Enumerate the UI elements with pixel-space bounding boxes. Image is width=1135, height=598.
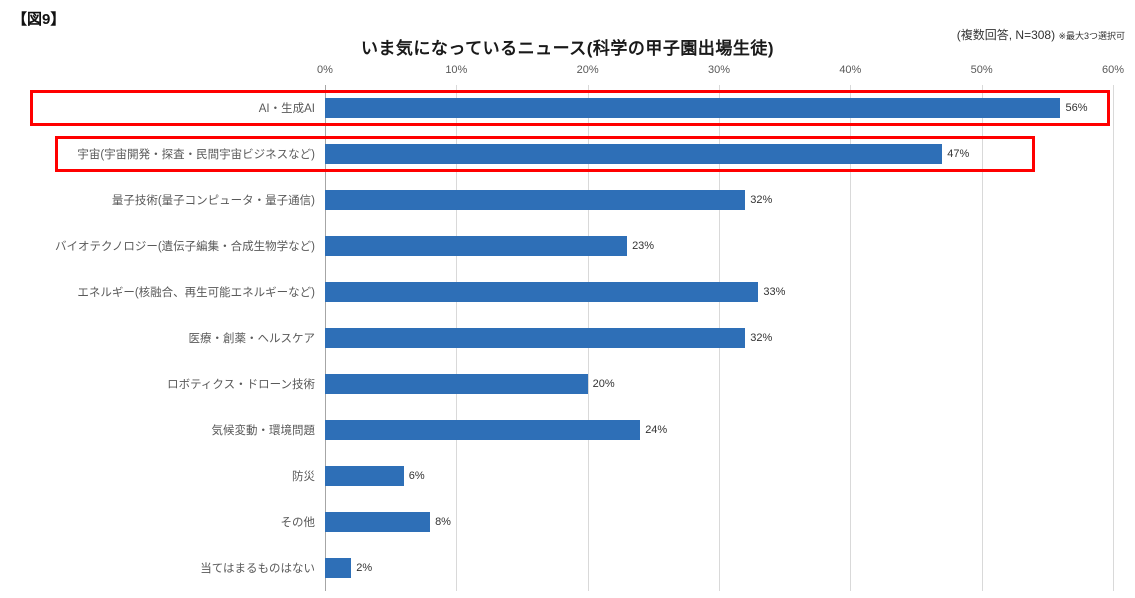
gridline [850,85,852,591]
value-label: 56% [1065,102,1088,114]
category-label: AI・生成AI [258,103,315,115]
value-label: 32% [750,194,773,206]
value-label: 33% [763,286,786,298]
chart-row: 当てはまるものはない 2% [0,545,1113,591]
bar [325,190,746,210]
category-label: エネルギー(核融合、再生可能エネルギーなど) [77,287,315,299]
bar [325,282,759,302]
gridline [981,85,983,591]
chart-row: 宇宙(宇宙開発・探査・民間宇宙ビジネスなど) 47% [0,131,1113,177]
category-label: バイオテクノロジー(遺伝子編集・合成生物学など) [55,241,315,253]
bar-area: 2% [325,545,1113,591]
chart-row: 気候変動・環境問題 24% [0,407,1113,453]
value-label: 32% [750,332,773,344]
gridline [1113,85,1114,591]
category-label: その他 [280,517,316,529]
x-tick-label: 40% [839,64,862,76]
chart-row: AI・生成AI 56% [0,85,1113,131]
category-label: 気候変動・環境問題 [211,425,316,437]
bar [325,236,628,256]
x-tick-label: 30% [707,64,731,76]
bar [325,420,641,440]
category-label: 防災 [292,471,315,483]
chart-row: バイオテクノロジー(遺伝子編集・合成生物学など) 23% [0,223,1113,269]
survey-note-main: (複数回答, N=308) [956,28,1056,42]
value-label: 24% [645,424,668,436]
bar [325,374,588,394]
category-label: 医療・創薬・ヘルスケア [188,333,316,345]
bar [325,512,431,532]
x-axis-tick-labels: 0% 10% 20% 30% 40% 50% 60% [317,64,1124,80]
bar [325,466,404,486]
bar [325,558,352,578]
bar [325,328,746,348]
bar-area: 32% [325,315,1113,361]
chart-row: エネルギー(核融合、再生可能エネルギーなど) 33% [0,269,1113,315]
x-tick-label: 0% [317,64,333,76]
value-label: 20% [592,378,615,390]
bar-area: 8% [325,499,1113,545]
category-label: 当てはまるものはない [200,563,315,575]
bar-area: 24% [325,407,1113,453]
value-label: 6% [408,470,425,482]
bar-area: 6% [325,453,1113,499]
chart-row: ロボティクス・ドローン技術 20% [0,361,1113,407]
chart-plot-area: AI・生成AI 56% 宇宙(宇宙開発・探査・民間宇宙ビジネスなど) 47% 量子技術(… [0,85,1114,591]
highlight-box [30,90,1110,126]
bar-area: 47% [325,131,1113,177]
category-label: 量子技術(量子コンピュータ・量子通信) [111,195,315,207]
value-label: 8% [435,516,451,528]
bar-area: 32% [325,177,1113,223]
chart-row: 量子技術(量子コンピュータ・量子通信) 32% [0,177,1113,223]
bar-area: 23% [325,223,1113,269]
value-label: 2% [356,562,373,574]
bar [325,98,1061,118]
x-tick-label: 10% [445,64,468,76]
bar-area: 20% [325,361,1113,407]
chart-row: 医療・創薬・ヘルスケア 32% [0,315,1113,361]
category-label: 宇宙(宇宙開発・探査・民間宇宙ビジネスなど) [77,149,315,161]
chart-row: 防災 6% [0,453,1113,499]
chart-rows: AI・生成AI 56% 宇宙(宇宙開発・探査・民間宇宙ビジネスなど) 47% 量子技術(… [0,85,1113,591]
category-label: ロボティクス・ドローン技術 [167,379,315,391]
bar [325,144,943,164]
survey-note-sub: ※最大3つ選択可 [1058,31,1125,41]
bar-area: 33% [325,269,1113,315]
x-tick-label: 50% [970,64,993,76]
bar-area: 56% [325,85,1113,131]
chart-title: いま気になっているニュース(科学の甲子園出場生徒) [360,39,775,58]
figure-label: 【図9】 [12,11,66,28]
x-tick-label: 60% [1101,64,1125,76]
x-tick-label: 20% [576,64,599,76]
value-label: 23% [632,240,655,252]
chart-row: その他 8% [0,499,1113,545]
value-label: 47% [947,148,970,160]
survey-note: (複数回答, N=308) ※最大3つ選択可 [957,26,1125,43]
highlight-box [55,136,1035,172]
